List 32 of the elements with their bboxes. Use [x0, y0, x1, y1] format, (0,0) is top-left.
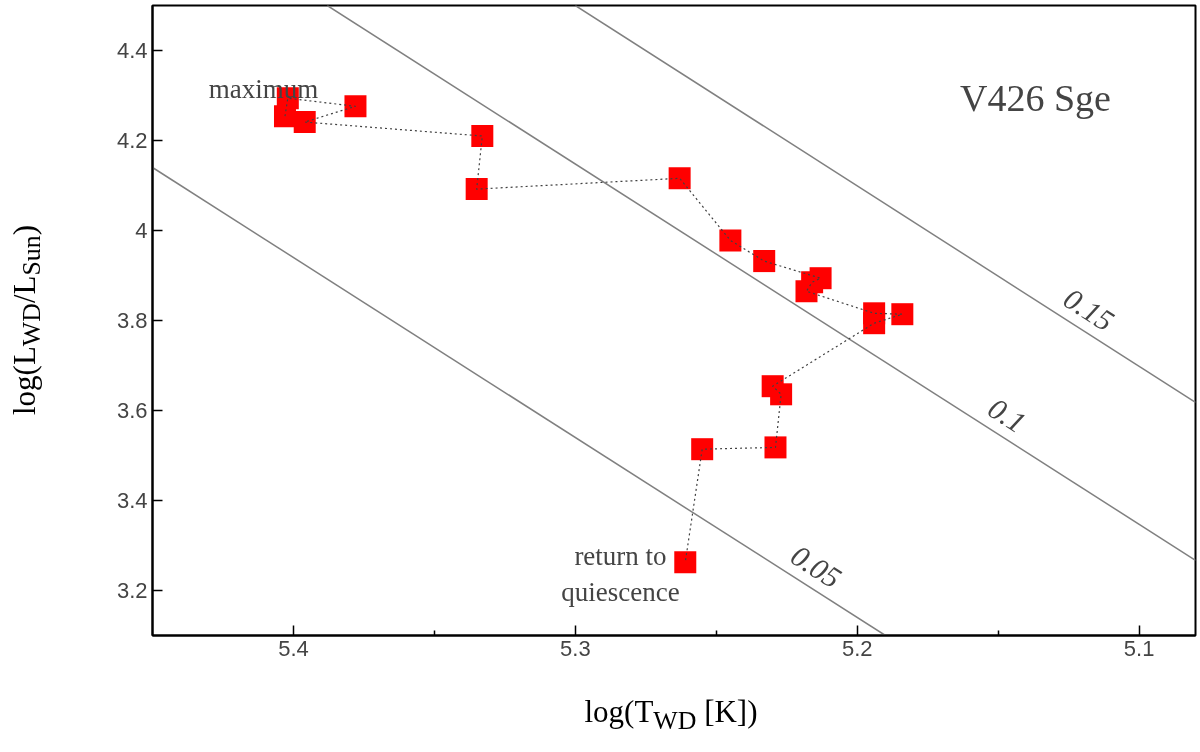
point [293, 111, 316, 134]
point [770, 383, 793, 406]
text: 0.05 [785, 538, 848, 595]
annotation: maximum [208, 73, 319, 104]
text: 0.1 [982, 391, 1032, 440]
x-tick-label: 5.3 [560, 635, 591, 661]
point [691, 438, 714, 461]
point [674, 551, 697, 574]
point [795, 280, 818, 303]
y-tick-label: 4.4 [116, 38, 148, 63]
point [668, 167, 691, 190]
x-tick-label: 5.2 [841, 635, 873, 661]
point [891, 303, 914, 326]
point [863, 312, 886, 335]
text: V426 Sge [960, 76, 1111, 119]
x-tick-label: 5.4 [278, 635, 309, 661]
annotation: return to quiescence [561, 540, 680, 607]
point [471, 125, 494, 147]
y-tick-label: 3.2 [116, 578, 148, 603]
point [465, 178, 488, 201]
point [344, 95, 367, 118]
x-tick-label: 5.1 [1123, 635, 1155, 661]
y-tick-label: 4 [135, 218, 148, 243]
point [719, 229, 742, 252]
point [753, 250, 776, 273]
y-tick-label: 3.6 [116, 398, 148, 423]
y-tick-label: 3.4 [116, 488, 148, 513]
point [764, 436, 787, 459]
y-tick-label: 4.2 [116, 128, 148, 153]
y-tick-label: 3.8 [116, 308, 148, 333]
x-axis-title: log(T$_{WD}$ [K]) [583, 693, 759, 738]
text: 0.15 [1058, 281, 1121, 338]
